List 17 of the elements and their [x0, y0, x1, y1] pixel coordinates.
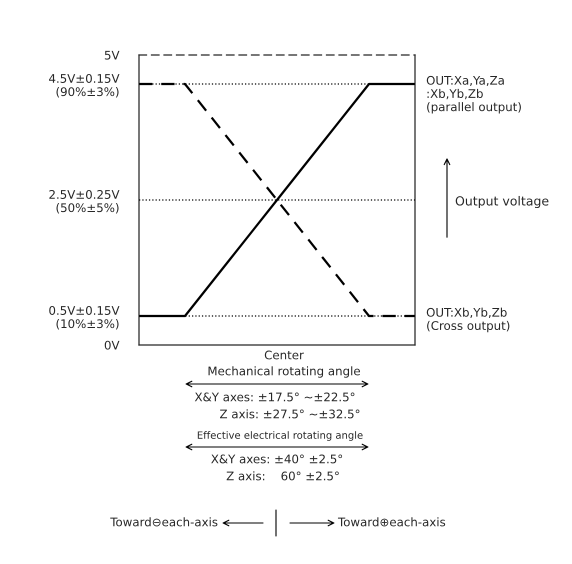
- text: X&Y axes: ±40° ±2.5°: [211, 454, 342, 464]
- text: Center: [264, 350, 304, 360]
- y-tick-label: 2.5V±0.25V (50%±5%): [49, 190, 120, 214]
- y-tick-label: 0.5V±0.15V (10%±3%): [49, 306, 120, 330]
- text: Toward⊖each-axis: [110, 517, 218, 526]
- text: Toward⊕each-axis: [338, 517, 446, 526]
- text: Effective electrical rotating angle: [198, 431, 363, 441]
- y-tick-label: 5V: [104, 50, 120, 60]
- text: X&Y axes: ±17.5° ∼±22.5°: [194, 392, 354, 402]
- y-tick-label: 0V: [104, 340, 120, 350]
- text: Z axis: ±27.5° ∼±32.5°: [220, 409, 360, 418]
- y-axis-title: Output voltage: [456, 196, 548, 208]
- text: Mechanical rotating angle: [208, 366, 360, 378]
- series-label: OUT:Xb,Yb,Zb (Cross output): [426, 308, 510, 332]
- y-tick-label: 4.5V±0.15V (90%±3%): [49, 74, 120, 98]
- series-label: OUT:Xa,Ya,Za :Xb,Yb,Zb (parallel output): [426, 76, 521, 114]
- text: Z axis: 60° ±2.5°: [226, 471, 339, 480]
